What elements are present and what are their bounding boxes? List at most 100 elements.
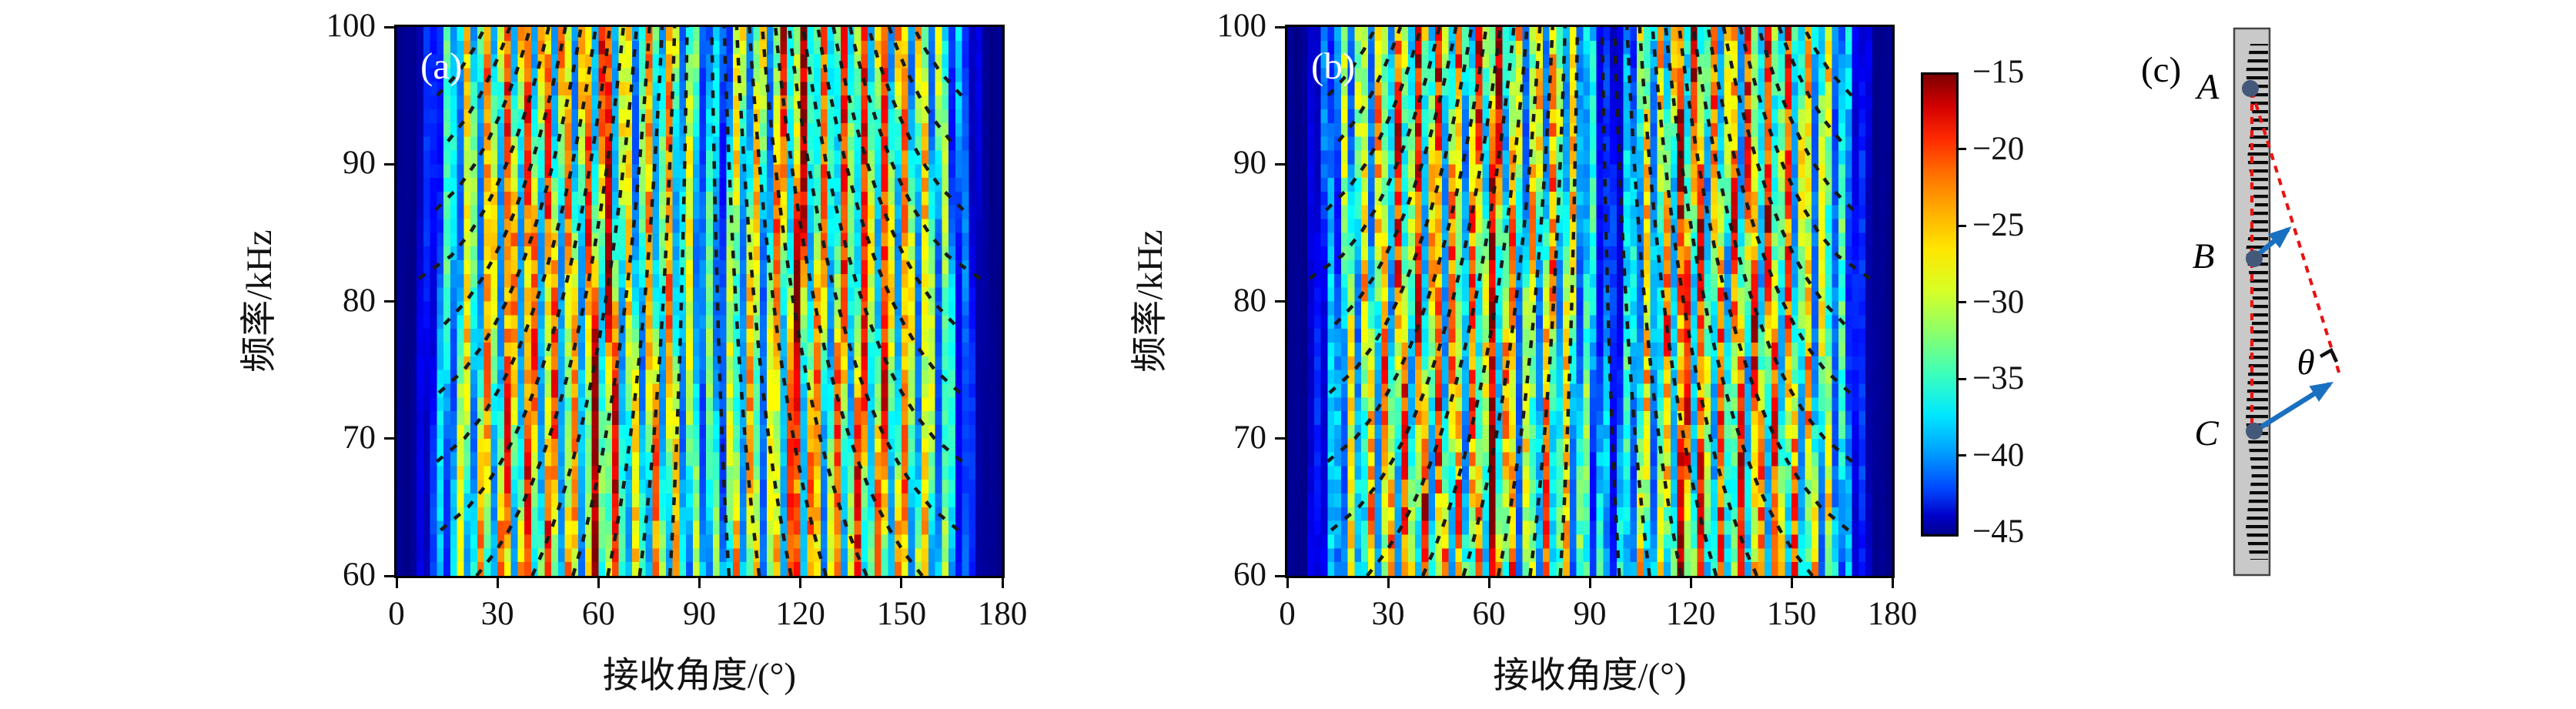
- colorbar-tick-label: −30: [1972, 283, 2025, 320]
- dashed-mode-curve: [1706, 26, 1852, 394]
- colorbar-tick-label: −40: [1972, 436, 2025, 473]
- dashed-mode-curve: [1337, 26, 1403, 142]
- point-a-label: A: [2195, 67, 2220, 107]
- y-tick-mark: [1275, 574, 1287, 577]
- y-tick-mark: [384, 25, 396, 28]
- dashed-mode-curve: [436, 25, 487, 97]
- colorbar-tick-mark: [1956, 377, 1966, 380]
- dashed-mode-curve: [1528, 26, 1567, 577]
- x-tick-mark: [1588, 576, 1591, 588]
- diagram-c: (c) A B C θ: [2141, 27, 2343, 577]
- x-tick-mark: [597, 576, 600, 588]
- x-tick-label: 0: [1279, 596, 1296, 632]
- x-tick-mark: [1387, 576, 1390, 588]
- right-angle-mark: [2319, 347, 2339, 363]
- dashed-mode-curve: [530, 26, 639, 577]
- colorbar-tick-mark: [1956, 301, 1966, 303]
- x-tick-label: 60: [1472, 596, 1506, 632]
- ray-arrow-c: [2254, 381, 2334, 433]
- ray-arrow-b: [2253, 226, 2292, 259]
- x-tick-label: 120: [775, 596, 825, 632]
- dashed-mode-curve: [1638, 26, 1718, 577]
- x-tick-mark: [698, 576, 701, 588]
- colorbar-tick-mark: [1956, 148, 1966, 150]
- theta-label: θ: [2297, 343, 2314, 383]
- dashed-mode-curve: [1777, 26, 1843, 142]
- dashed-mode-curve: [637, 26, 677, 577]
- x-tick-label: 150: [1766, 596, 1817, 632]
- x-tick-mark: [1487, 576, 1490, 588]
- dashed-mode-curve: [1461, 26, 1542, 577]
- colorbar-tick-mark: [1956, 454, 1966, 457]
- point-c-dot: [2246, 423, 2263, 440]
- y-tick-label: 80: [343, 282, 376, 319]
- dashed-mode-curve: [1325, 26, 1423, 212]
- dashed-mode-curve: [773, 26, 924, 577]
- point-b-label: B: [2193, 236, 2215, 276]
- x-tick-mark: [1001, 576, 1004, 588]
- dashed-mode-curve: [1802, 25, 1853, 97]
- y-tick-mark: [1275, 162, 1287, 166]
- dashed-mode-curve: [1496, 26, 1554, 577]
- dashed-mode-curve: [667, 26, 689, 577]
- dashed-mode-curve: [437, 26, 583, 394]
- panel-label-a: (a): [420, 45, 463, 87]
- y-tick-mark: [384, 162, 396, 166]
- dashed-mode-curve: [570, 26, 651, 577]
- dashed-mode-curve: [1600, 26, 1621, 577]
- dashed-mode-curve: [734, 26, 793, 577]
- dashed-mode-curve: [447, 26, 512, 142]
- x-tick-mark: [1286, 576, 1289, 588]
- dashed-mode-curve: [434, 26, 533, 212]
- dashed-mode-curve: [787, 26, 960, 532]
- dashed-mode-curve: [887, 26, 952, 142]
- colorbar-tick-label: −15: [1972, 54, 2025, 90]
- x-tick-label: 30: [480, 596, 514, 632]
- colorbar-tick-label: −25: [1972, 207, 2025, 243]
- x-tick-mark: [395, 576, 398, 588]
- dashed-mode-curve: [475, 26, 626, 577]
- x-tick-mark: [1790, 576, 1793, 588]
- point-b-dot: [2246, 250, 2263, 267]
- dashed-mode-curve: [710, 26, 731, 577]
- x-tick-label: 90: [683, 596, 716, 632]
- dashed-mode-curve: [606, 26, 664, 577]
- dashed-mode-curve: [912, 25, 963, 97]
- y-tick-label: 90: [343, 145, 376, 182]
- x-tick-label: 180: [977, 596, 1028, 632]
- dashed-mode-curve: [1625, 26, 1684, 577]
- dashed-mode-curve: [801, 26, 963, 463]
- y-tick-mark: [1275, 300, 1287, 303]
- y-tick-label: 70: [1233, 419, 1266, 456]
- x-tick-label: 60: [581, 596, 615, 632]
- x-tick-mark: [496, 576, 499, 588]
- dashed-mode-curve: [760, 26, 868, 577]
- y-tick-mark: [1275, 25, 1287, 28]
- dashed-mode-curve: [1558, 26, 1580, 577]
- colorbar-tick-label: −35: [1972, 360, 2025, 396]
- x-tick-label: 90: [1573, 596, 1607, 632]
- dashed-mode-curve: [436, 26, 598, 463]
- x-tick-label: 120: [1665, 596, 1716, 632]
- y-tick-mark: [384, 300, 396, 303]
- x-tick-mark: [1891, 576, 1894, 588]
- dashed-mode-curve: [1612, 26, 1651, 577]
- wavefront-line-slanted: [2250, 90, 2343, 378]
- x-axis-title-a: 接收角度/(°): [602, 656, 797, 696]
- dashed-mode-curve: [1330, 26, 1503, 532]
- dashed-mode-curve: [417, 26, 550, 280]
- dashed-mode-curve: [1420, 26, 1529, 577]
- y-tick-label: 60: [343, 557, 376, 593]
- dashed-mode-curve: [1326, 26, 1488, 463]
- y-tick-label: 60: [1233, 557, 1266, 593]
- x-tick-label: 150: [876, 596, 927, 632]
- dashed-mode-curve: [816, 26, 962, 394]
- heatmap-b: [1287, 25, 1893, 577]
- dashed-mode-curve: [1651, 26, 1759, 577]
- point-a-dot: [2242, 80, 2259, 97]
- y-tick-label: 90: [1233, 145, 1266, 182]
- y-tick-mark: [384, 574, 396, 577]
- dashed-mode-curve: [866, 26, 965, 212]
- y-tick-mark: [1275, 437, 1287, 440]
- colorbar: [1921, 72, 1959, 537]
